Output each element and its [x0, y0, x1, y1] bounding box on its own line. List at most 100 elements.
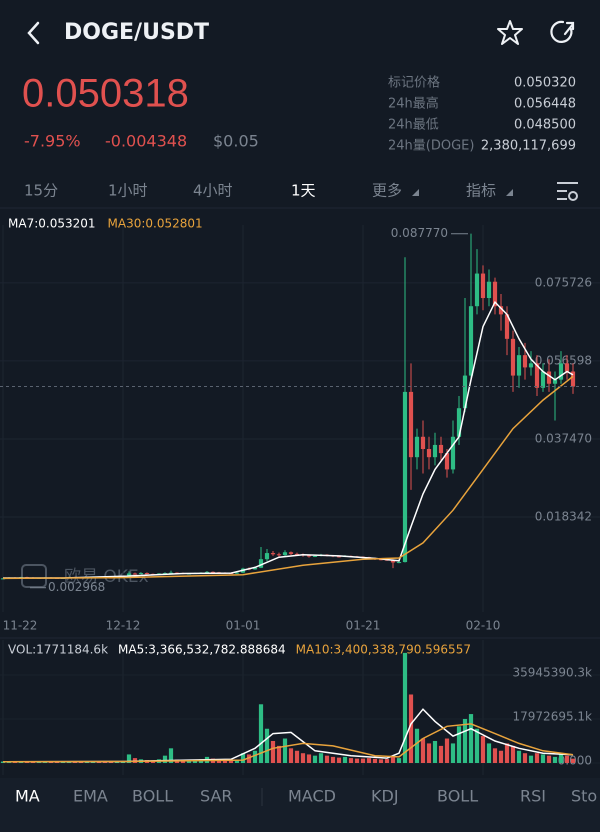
watermark-logo [21, 564, 47, 588]
stat-value: 2,380,117,699 [481, 139, 576, 154]
volume-bar [258, 704, 264, 763]
candle-body [480, 273, 486, 299]
volume-bar [294, 750, 300, 763]
volume-bar [432, 740, 438, 763]
volume-bar [108, 761, 114, 763]
volume-bar [282, 738, 288, 763]
indicator-tab[interactable]: KDJ [371, 787, 399, 806]
candle-body [498, 306, 504, 315]
candle-body [264, 553, 270, 560]
ma-line [2, 723, 574, 763]
stat-label: 24h最高 [388, 96, 439, 112]
interval-tab-active[interactable]: 1天 [291, 182, 316, 200]
volume-bar [342, 756, 348, 763]
volume-bar [114, 761, 120, 763]
volume-bar [180, 760, 186, 763]
volume-bar [330, 756, 336, 763]
volume-bar [246, 754, 252, 763]
volume-bar [288, 748, 294, 763]
volume-bar [522, 753, 528, 763]
volume-bar [384, 759, 390, 763]
volume-bar [528, 755, 534, 763]
legend-entry: MA30:0.052801 [108, 217, 203, 231]
volume-bar [534, 753, 540, 763]
favorite-button[interactable] [497, 20, 523, 45]
volume-bar [564, 755, 570, 763]
volume-bar [228, 760, 234, 763]
more-tab[interactable]: 更多 [372, 182, 402, 200]
candle-body [252, 567, 258, 570]
volume-bar [72, 761, 78, 763]
indicator-tab[interactable]: BOLL [437, 787, 478, 806]
candle-body [444, 453, 450, 470]
volume-bar [468, 714, 474, 763]
volume-bar [354, 758, 360, 763]
max-label: 0.087770 [391, 226, 448, 240]
volume-bar [456, 726, 462, 763]
ma-line [2, 375, 574, 580]
x-tick-label: 11-22 [3, 619, 38, 633]
candle-body [438, 444, 444, 454]
candle-body [204, 571, 210, 573]
volume-tick-label: 17972695.1k [513, 710, 593, 724]
x-tick-label: 02-10 [466, 619, 501, 633]
candle-body [474, 273, 480, 307]
min-label: 0.002968 [48, 580, 105, 594]
candle-body [552, 379, 558, 384]
volume-bar [486, 743, 492, 763]
volume-bar [378, 759, 384, 763]
back-button[interactable] [27, 21, 40, 45]
change-percent: -7.95% [24, 132, 81, 151]
indicator-tab[interactable]: 指标 [466, 182, 496, 200]
indicator-tab[interactable]: RSI [520, 787, 546, 806]
ma-line [3, 300, 574, 579]
indicator-tab-active[interactable]: MA [15, 787, 40, 806]
share-button[interactable] [550, 20, 575, 43]
settings-lines [557, 182, 578, 200]
ma-line [2, 708, 574, 763]
candle-body [234, 572, 240, 574]
candle-body [450, 436, 456, 470]
indicator-tab[interactable]: EMA [73, 787, 108, 806]
volume-bar [396, 758, 402, 763]
candle-body [210, 571, 216, 573]
kline-chart: 11-22 12-12 01-01 01-21 02-10 0.018342 0.03747… [0, 217, 600, 775]
volume-bar [186, 760, 192, 763]
volume-bar [78, 762, 84, 763]
indicator-tab[interactable]: MACD [288, 787, 336, 806]
volume-bar [240, 753, 246, 763]
candle-body [414, 436, 420, 458]
indicator-bar [0, 778, 600, 832]
interval-tab[interactable]: 4小时 [193, 182, 233, 200]
chart-settings[interactable] [557, 182, 578, 201]
candle-body [492, 281, 498, 307]
indicator-tab[interactable]: BOLL [132, 787, 173, 806]
volume-bar [426, 743, 432, 763]
x-tick-label: 12-12 [106, 619, 141, 633]
candle-body [162, 573, 168, 575]
candle-body [288, 552, 294, 554]
volume-bar [324, 755, 330, 763]
indicator-tab[interactable]: Sto [571, 787, 597, 806]
candle-body [0, 578, 6, 580]
volume-bar [348, 758, 354, 763]
interval-tab[interactable]: 15分 [24, 182, 58, 200]
interval-tab[interactable]: 1小时 [108, 182, 148, 200]
settings-circle [568, 191, 578, 201]
volume-bar [84, 761, 90, 763]
volume-bar [480, 736, 486, 763]
volume-bar [264, 728, 270, 763]
volume-bar [168, 748, 174, 763]
indicator-tab[interactable]: SAR [200, 787, 233, 806]
volume-bar [408, 694, 414, 763]
candle-body [462, 375, 468, 409]
volume-bar [336, 757, 342, 763]
volume-bar [570, 758, 576, 763]
volume-bar [360, 758, 366, 763]
stat-value: 0.048500 [514, 118, 576, 133]
candle-body [432, 444, 438, 458]
stat-value: 0.050320 [514, 76, 576, 91]
candle-body [558, 363, 564, 380]
candle-body [168, 572, 174, 574]
